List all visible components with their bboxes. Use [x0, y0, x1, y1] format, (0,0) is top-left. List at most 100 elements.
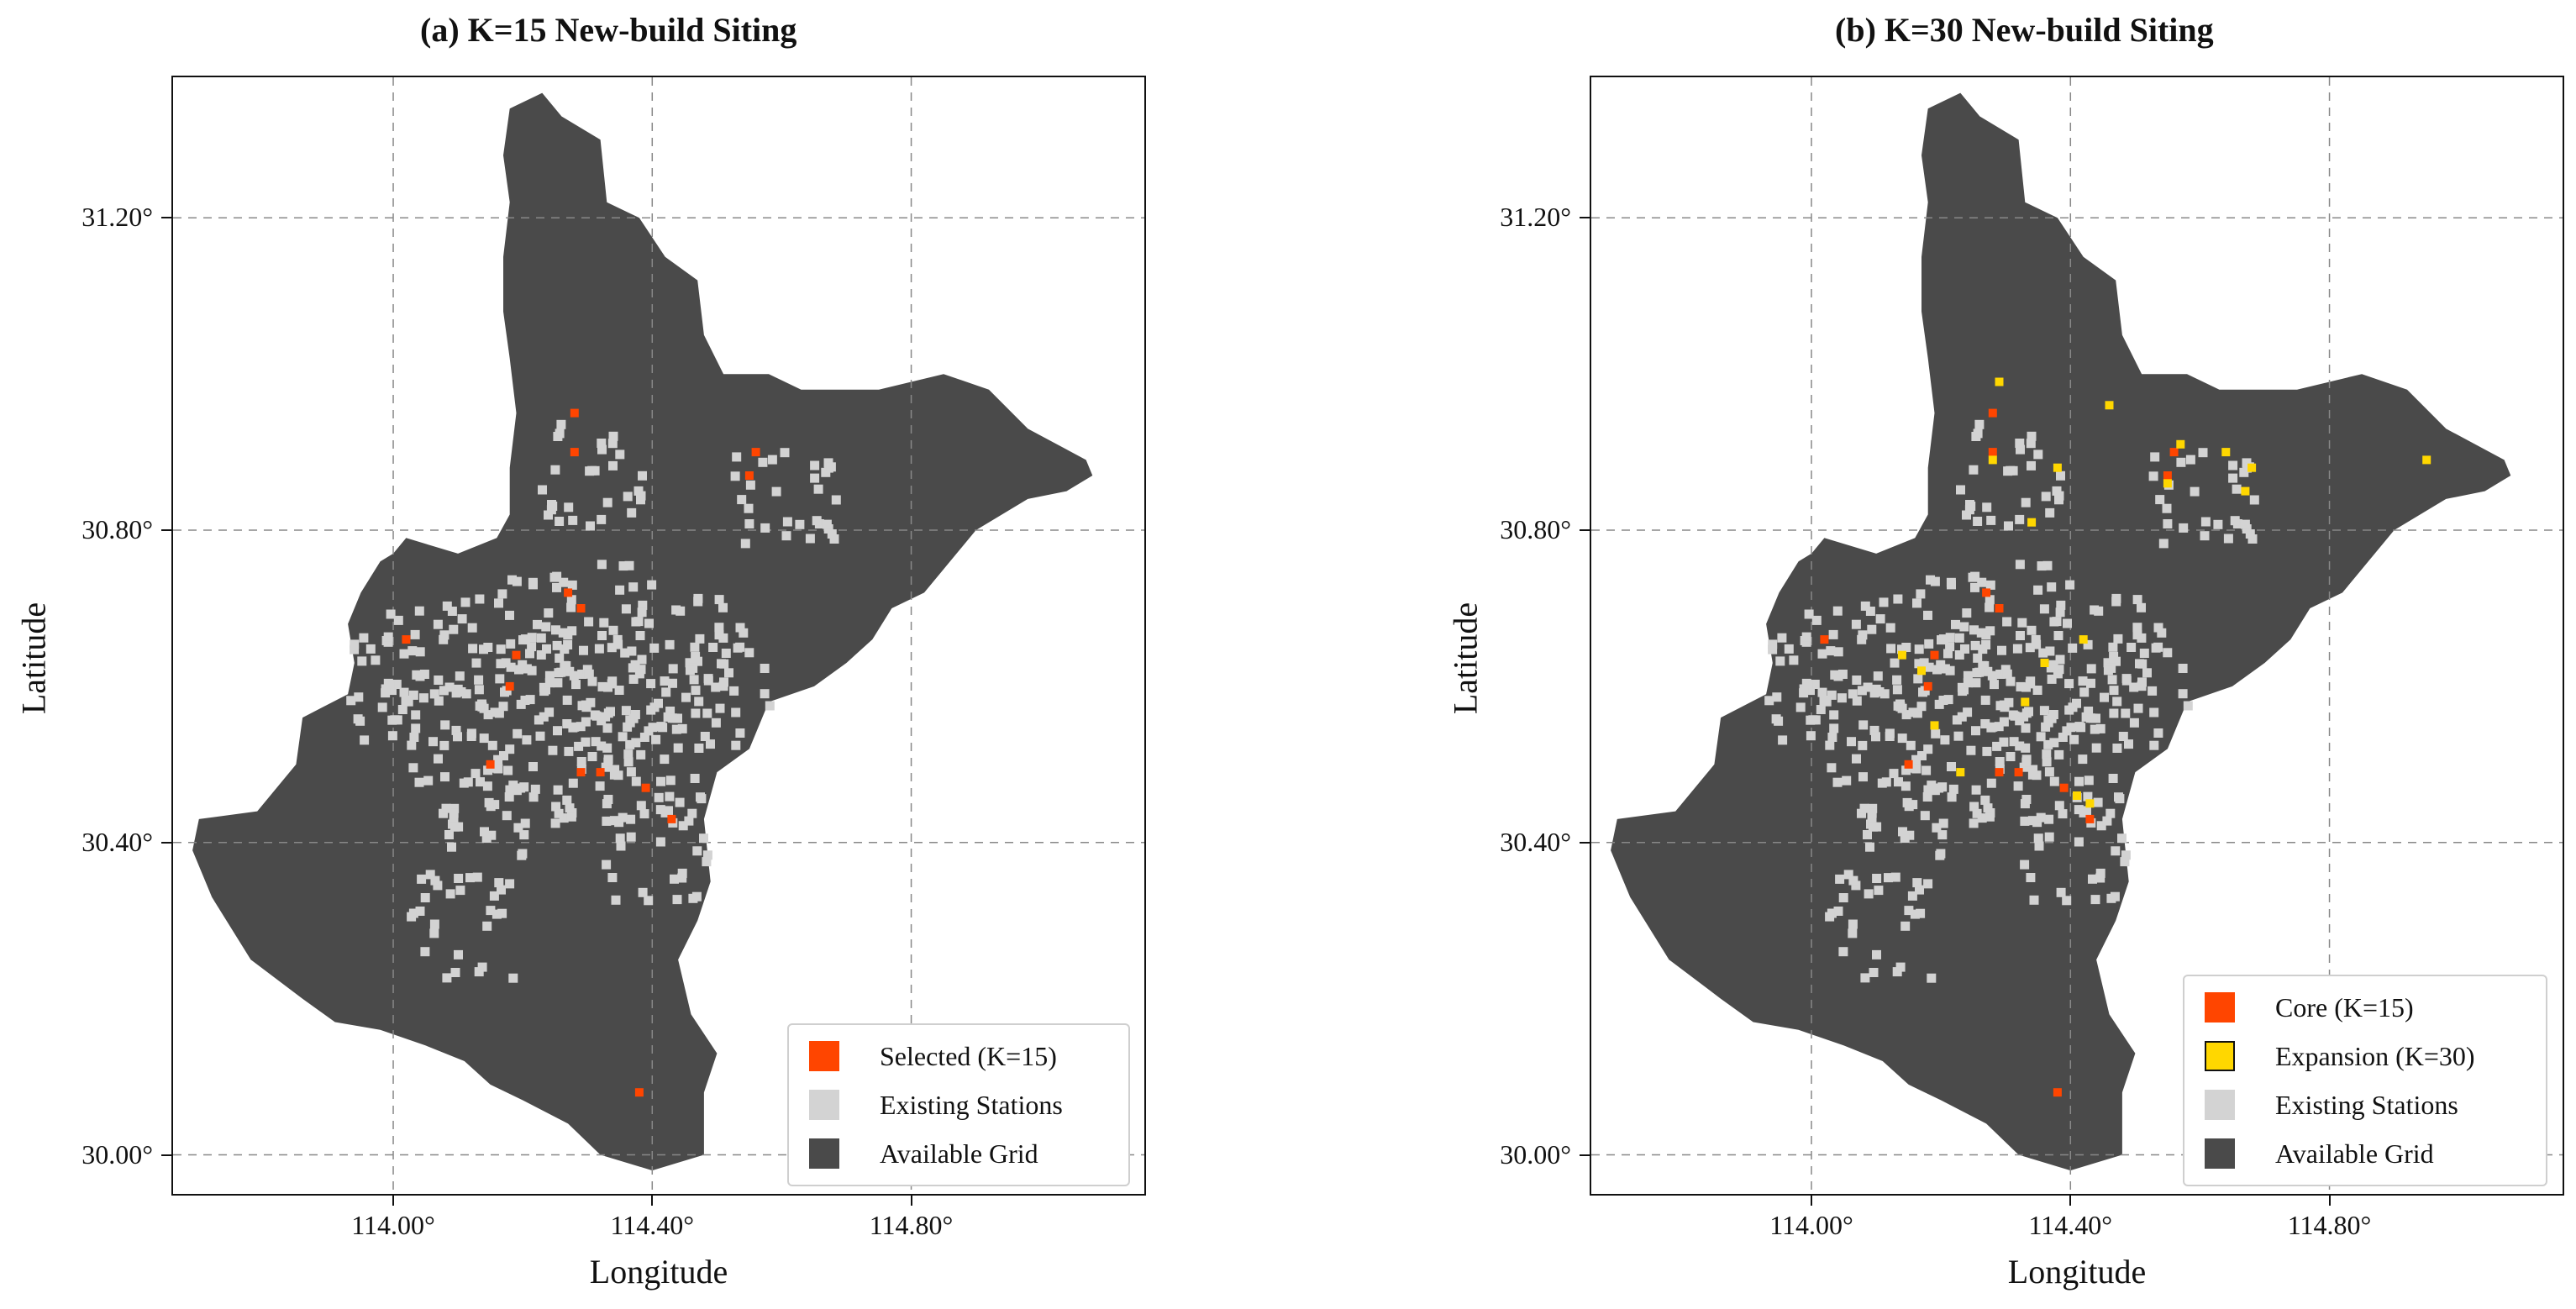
existing-station-cell: [1926, 575, 1935, 585]
existing-station-cell: [444, 682, 455, 692]
existing-station-cell: [490, 707, 500, 718]
existing-station-cell: [1934, 699, 1944, 709]
existing-station-cell: [2038, 648, 2048, 658]
existing-station-cell: [386, 609, 396, 619]
existing-station-cell: [2012, 644, 2022, 654]
y-tick-mark: [161, 217, 171, 219]
legend-item: Available Grid: [809, 1129, 1110, 1178]
y-tick-mark: [1580, 529, 1590, 532]
existing-station-cell: [520, 818, 530, 828]
existing-station-cell: [597, 514, 607, 524]
existing-station-cell: [2137, 659, 2148, 669]
existing-station-cell: [1848, 689, 1858, 699]
existing-station-cell: [410, 629, 420, 639]
existing-station-cell: [559, 577, 569, 587]
existing-station-cell: [415, 907, 425, 916]
existing-station-cell: [1902, 797, 1912, 807]
existing-station-cell: [714, 623, 724, 633]
existing-station-cell: [525, 649, 534, 659]
existing-station-cell: [2088, 713, 2098, 723]
x-tick-mark: [2069, 1196, 2072, 1206]
existing-station-cell: [2036, 812, 2046, 823]
site-marker: [2079, 635, 2088, 644]
existing-station-cell: [1864, 889, 1874, 899]
existing-station-cell: [1827, 690, 1837, 700]
existing-station-cell: [408, 690, 418, 700]
existing-station-cell: [601, 762, 611, 772]
site-marker: [744, 471, 754, 480]
existing-station-cell: [715, 703, 725, 713]
existing-station-cell: [2095, 723, 2105, 733]
existing-station-cell: [2105, 808, 2116, 818]
existing-station-cell: [1965, 500, 1974, 509]
existing-station-cell: [2066, 723, 2076, 733]
existing-station-cell: [1868, 822, 1878, 832]
existing-station-cell: [576, 757, 586, 766]
existing-station-cell: [681, 692, 691, 702]
existing-station-cell: [2069, 734, 2079, 744]
existing-station-cell: [1863, 682, 1873, 692]
existing-station-cell: [597, 560, 607, 570]
existing-station-cell: [493, 764, 503, 774]
site-marker: [2221, 448, 2231, 457]
existing-station-cell: [393, 615, 403, 625]
existing-station-cell: [567, 580, 577, 590]
existing-station-cell: [1775, 656, 1785, 666]
existing-station-cell: [1969, 802, 1979, 812]
existing-station-cell: [489, 891, 499, 901]
existing-station-cell: [624, 560, 634, 570]
existing-station-cell: [829, 534, 839, 544]
existing-station-cell: [566, 595, 576, 605]
y-tick-mark: [161, 841, 171, 844]
existing-station-cell: [518, 849, 528, 859]
existing-station-cell: [2042, 757, 2052, 767]
existing-station-cell: [536, 650, 546, 660]
existing-station-cell: [724, 668, 733, 678]
site-marker: [2105, 401, 2114, 410]
existing-station-cell: [383, 678, 393, 688]
existing-station-cell: [2027, 431, 2037, 441]
existing-station-cell: [2109, 651, 2119, 661]
existing-station-cell: [467, 623, 477, 633]
existing-station-cell: [2026, 873, 2036, 882]
existing-station-cell: [494, 598, 503, 608]
existing-station-cell: [1811, 615, 1822, 625]
existing-station-cell: [1806, 686, 1815, 696]
existing-station-cell: [1982, 502, 1992, 513]
existing-station-cell: [454, 874, 464, 883]
existing-station-cell: [1977, 577, 1987, 587]
existing-station-cell: [1924, 639, 1934, 649]
existing-station-cell: [445, 889, 455, 899]
y-axis-label: Latitude: [1446, 602, 1485, 715]
existing-station-cell: [2041, 722, 2051, 732]
existing-station-cell: [512, 576, 522, 586]
existing-station-cell: [1922, 792, 1932, 802]
y-tick-mark: [1580, 1154, 1590, 1156]
existing-station-cell: [1910, 909, 1920, 919]
existing-station-cell: [690, 642, 700, 652]
existing-station-cell: [1768, 644, 1778, 654]
existing-station-cell: [2021, 497, 2031, 507]
existing-station-cell: [1980, 695, 1990, 705]
existing-station-cell: [449, 822, 460, 832]
existing-station-cell: [2100, 692, 2109, 702]
existing-station-cell: [602, 497, 612, 507]
existing-station-cell: [637, 607, 647, 618]
existing-station-cell: [415, 671, 425, 681]
existing-station-cell: [760, 664, 770, 673]
existing-station-cell: [2019, 762, 2029, 772]
existing-station-cell: [691, 708, 701, 718]
existing-station-cell: [2150, 452, 2160, 462]
legend-label: Available Grid: [2275, 1138, 2434, 1169]
existing-station-cell: [466, 728, 476, 739]
existing-station-cell: [2190, 486, 2200, 497]
existing-station-cell: [447, 842, 456, 852]
existing-station-cell: [2114, 792, 2123, 802]
existing-station-cell: [2056, 887, 2066, 897]
existing-station-cell: [703, 674, 713, 684]
existing-station-cell: [1963, 670, 1973, 681]
existing-station-cell: [634, 669, 644, 679]
existing-station-cell: [2084, 707, 2094, 716]
existing-station-cell: [495, 674, 505, 684]
existing-station-cell: [2006, 465, 2016, 476]
